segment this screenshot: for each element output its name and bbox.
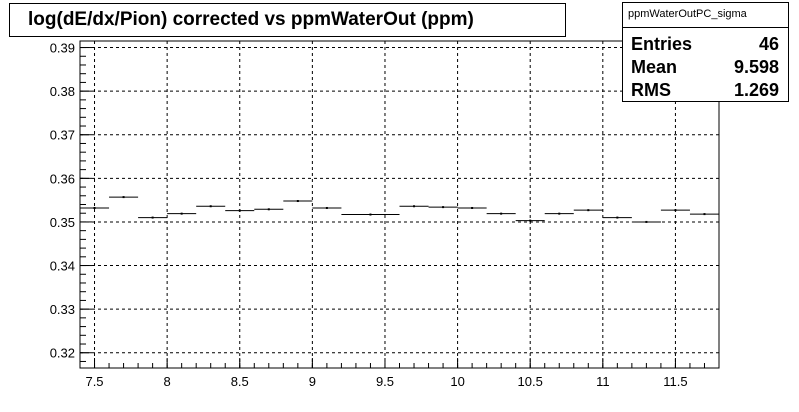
data-point (122, 196, 125, 199)
x-tick-label: 7.5 (85, 374, 103, 389)
data-point (529, 219, 532, 222)
stats-row-rms: RMS 1.269 (631, 80, 779, 102)
x-tick-label: 11 (596, 374, 610, 389)
x-tick-label: 9 (309, 374, 316, 389)
data-point (645, 220, 648, 223)
y-tick-label: 0.36 (50, 171, 75, 186)
x-tick-label: 9.5 (376, 374, 394, 389)
stats-mean-value: 9.598 (733, 57, 779, 77)
data-point (558, 212, 561, 215)
data-point (413, 205, 416, 208)
data-point (296, 200, 299, 203)
x-tick-label: 10.5 (518, 374, 543, 389)
stats-rms-value: 1.269 (733, 80, 779, 100)
stats-rms-label: RMS (631, 80, 671, 100)
stats-entries-label: Entries (631, 34, 693, 54)
data-point (587, 209, 590, 212)
data-point (151, 216, 154, 219)
x-tick-label: 11.5 (663, 374, 687, 389)
x-tick-label: 8.5 (231, 374, 249, 389)
y-tick-label: 0.37 (50, 128, 75, 143)
data-point (616, 216, 619, 219)
data-point (703, 213, 706, 216)
data-point (369, 213, 372, 216)
x-tick-label: 8 (164, 374, 171, 389)
x-axis: 7.5 8 8.5 9 9.5 10 10.5 11 11.5 (79, 358, 720, 389)
stats-mean-label: Mean (631, 57, 678, 77)
y-tick-label: 0.39 (50, 41, 75, 56)
stats-box: ppmWaterOutPC_sigma Entries 46 Mean 9.59… (622, 2, 789, 102)
data-point (674, 209, 677, 212)
data-point (180, 212, 183, 215)
data-point (93, 206, 96, 209)
data-series (80, 196, 719, 223)
data-point (500, 212, 503, 215)
data-point (471, 206, 474, 209)
stats-histogram-name: ppmWaterOutPC_sigma (623, 3, 788, 28)
stats-row-entries: Entries 46 (631, 34, 779, 56)
y-tick-label: 0.34 (50, 259, 75, 274)
title-box: log(dE/dx/Pion) corrected vs ppmWaterOut… (9, 3, 566, 37)
y-tick-label: 0.35 (50, 215, 75, 230)
stats-row-mean: Mean 9.598 (631, 57, 779, 79)
y-tick-label: 0.38 (50, 84, 75, 99)
y-tick-label: 0.32 (50, 346, 75, 361)
data-point (442, 206, 445, 209)
data-point (238, 209, 241, 212)
stats-entries-value: 46 (758, 34, 779, 54)
x-tick-label: 10 (450, 374, 464, 389)
y-axis: 0.32 0.33 0.34 0.35 0.36 0.37 0.38 0.39 (50, 41, 92, 362)
data-point (325, 206, 328, 209)
data-point (267, 208, 270, 211)
grid-lines (80, 41, 719, 368)
data-point (209, 205, 212, 208)
chart-title: log(dE/dx/Pion) corrected vs ppmWaterOut… (28, 9, 474, 30)
y-tick-label: 0.33 (50, 302, 75, 317)
